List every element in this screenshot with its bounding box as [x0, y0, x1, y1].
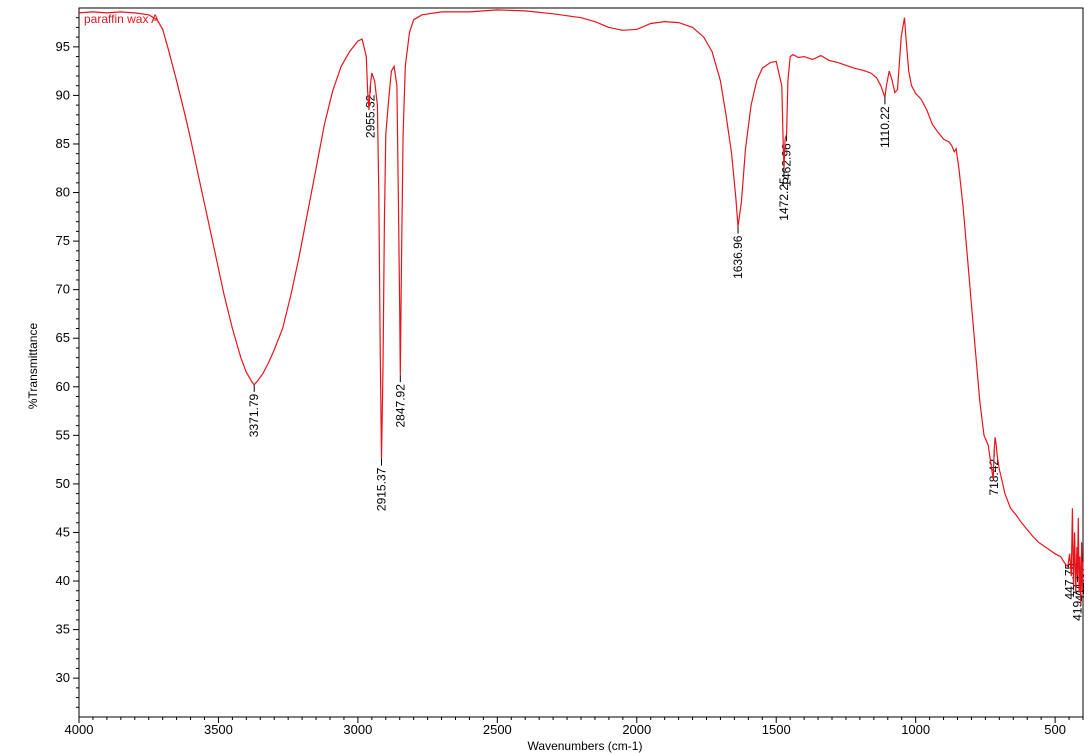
- x-tick-label: 1000: [901, 722, 930, 737]
- y-tick-label: 85: [56, 136, 70, 151]
- y-tick-label: 65: [56, 330, 70, 345]
- y-tick-label: 70: [56, 282, 70, 297]
- y-tick-label: 40: [56, 573, 70, 588]
- peak-label: 2847.92: [393, 384, 407, 428]
- y-tick-label: 50: [56, 476, 70, 491]
- y-tick-label: 55: [56, 427, 70, 442]
- y-axis-title: %Transmittance: [26, 323, 40, 410]
- y-tick-label: 75: [56, 233, 70, 248]
- y-tick-label: 60: [56, 379, 70, 394]
- x-axis-title: Wavenumbers (cm-1): [528, 739, 643, 753]
- peak-label: 1472.25: [777, 177, 791, 221]
- peak-label: 1110.22: [878, 106, 892, 148]
- y-tick-label: 35: [56, 622, 70, 637]
- y-tick-label: 95: [56, 39, 70, 54]
- x-tick-label: 3000: [343, 722, 372, 737]
- y-tick-label: 80: [56, 185, 70, 200]
- sample-label: paraffin wax A: [84, 12, 159, 26]
- x-tick-label: 500: [1044, 722, 1066, 737]
- y-tick-label: 90: [56, 87, 70, 102]
- x-tick-label: 1500: [762, 722, 791, 737]
- y-tick-label: 30: [56, 670, 70, 685]
- spectrum-line: [78, 9, 1084, 605]
- peak-label: 1636.96: [731, 235, 745, 279]
- peak-label: 1462.96: [780, 143, 794, 187]
- x-tick-label: 2500: [483, 722, 512, 737]
- x-tick-label: 3500: [204, 722, 233, 737]
- x-tick-label: 4000: [65, 722, 94, 737]
- peak-label: 3371.79: [247, 393, 261, 437]
- y-axis: 30 35 40 45 50 55 60 65 70 75 80 85 90 95: [56, 17, 79, 708]
- y-tick-label: 45: [56, 524, 70, 539]
- peak-label: 2955.32: [363, 94, 377, 138]
- peak-label: 718.42: [987, 459, 1001, 496]
- x-tick-label: 2000: [622, 722, 651, 737]
- peak-label: 2915.37: [375, 467, 389, 511]
- x-axis: 4000 3500 3000 2500 2000 1500 1000 500: [65, 717, 1084, 737]
